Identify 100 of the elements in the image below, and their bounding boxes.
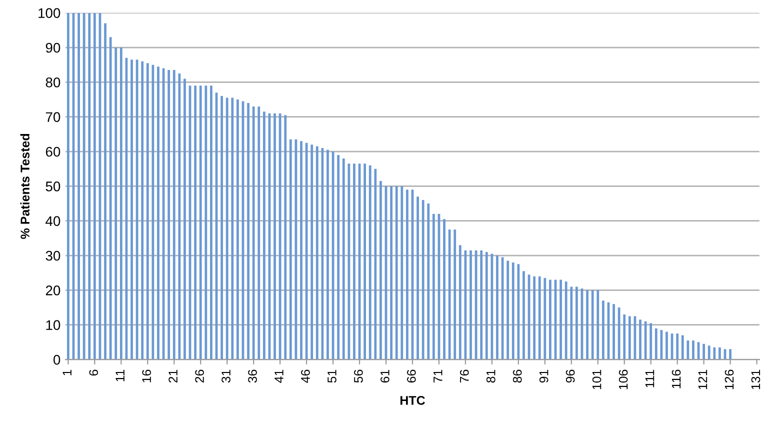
x-tick-label: 81 bbox=[486, 370, 496, 383]
bar bbox=[623, 314, 626, 360]
x-tick-label: 101 bbox=[592, 370, 602, 390]
x-tick-label: 61 bbox=[380, 370, 390, 383]
bar bbox=[321, 148, 324, 360]
bar bbox=[220, 96, 223, 360]
y-tick-label: 40 bbox=[46, 216, 60, 226]
x-tick-label: 76 bbox=[460, 370, 469, 383]
bar bbox=[676, 334, 679, 360]
y-tick-label: 70 bbox=[46, 112, 60, 122]
y-axis-title: % Patients Tested bbox=[20, 134, 30, 239]
y-tick-label: 30 bbox=[46, 250, 60, 261]
bar bbox=[109, 37, 112, 360]
bar bbox=[485, 252, 488, 360]
bar bbox=[247, 102, 250, 360]
bar bbox=[416, 196, 419, 360]
bar bbox=[480, 250, 483, 360]
x-tick-label: 31 bbox=[222, 370, 230, 383]
x-tick-label: 11 bbox=[116, 370, 124, 382]
bar bbox=[538, 276, 541, 360]
bar bbox=[236, 100, 239, 360]
bar bbox=[713, 347, 716, 360]
bar bbox=[141, 61, 144, 360]
bar bbox=[602, 300, 604, 360]
bar bbox=[470, 250, 472, 360]
bar bbox=[490, 254, 494, 360]
bar bbox=[78, 12, 80, 360]
bar bbox=[342, 158, 345, 360]
x-tick-label: 36 bbox=[248, 370, 257, 383]
bar bbox=[284, 115, 287, 360]
bar bbox=[374, 168, 377, 360]
bar bbox=[454, 230, 456, 360]
bar bbox=[708, 346, 710, 360]
bar bbox=[278, 113, 282, 360]
bar bbox=[262, 112, 266, 360]
bar bbox=[252, 106, 255, 360]
y-tick-label: 90 bbox=[46, 42, 60, 53]
bar bbox=[591, 290, 594, 360]
bar bbox=[522, 271, 525, 360]
bar bbox=[666, 332, 668, 360]
bar bbox=[178, 74, 181, 360]
x-tick-label: 16 bbox=[142, 370, 151, 382]
bar bbox=[226, 98, 228, 360]
bar bbox=[729, 349, 732, 360]
x-tick-label: 116 bbox=[672, 370, 681, 388]
bar bbox=[427, 204, 430, 360]
bar bbox=[533, 276, 536, 360]
bar bbox=[184, 78, 186, 360]
bar bbox=[93, 12, 96, 360]
x-tick-label: 6 bbox=[89, 370, 98, 376]
bar bbox=[570, 286, 573, 360]
bar bbox=[628, 316, 631, 360]
bar bbox=[506, 260, 510, 360]
bar bbox=[199, 86, 202, 360]
bar bbox=[337, 154, 340, 360]
bar bbox=[289, 139, 292, 360]
bar bbox=[390, 186, 392, 360]
bar bbox=[316, 146, 318, 360]
x-tick-label: 51 bbox=[328, 370, 336, 383]
bar bbox=[560, 280, 562, 360]
bar bbox=[88, 12, 91, 360]
x-tick-label: 126 bbox=[724, 370, 734, 390]
bar bbox=[576, 286, 578, 360]
x-tick-label: 111 bbox=[645, 370, 654, 388]
x-tick-label: 26 bbox=[195, 370, 204, 383]
bar bbox=[618, 308, 620, 360]
bar bbox=[406, 190, 408, 360]
bar bbox=[422, 200, 424, 360]
y-tick-label: 100 bbox=[38, 8, 60, 18]
bar bbox=[380, 180, 382, 360]
bar bbox=[660, 330, 663, 360]
bar bbox=[104, 23, 106, 360]
bar bbox=[194, 86, 196, 360]
bar bbox=[512, 262, 514, 360]
bar bbox=[66, 12, 70, 360]
bar bbox=[210, 86, 212, 360]
bar bbox=[258, 106, 260, 360]
bar bbox=[120, 48, 122, 360]
x-tick-label: 91 bbox=[539, 370, 548, 383]
y-tick-label: 0 bbox=[53, 354, 60, 365]
bar bbox=[692, 340, 694, 360]
bar bbox=[718, 347, 721, 360]
bar bbox=[654, 328, 658, 360]
x-tick-label: 106 bbox=[618, 370, 628, 390]
bar bbox=[650, 323, 652, 360]
bar bbox=[82, 12, 86, 360]
x-tick-label: 56 bbox=[354, 370, 363, 383]
y-tick-label: 80 bbox=[46, 78, 60, 88]
bar bbox=[586, 290, 588, 360]
x-tick-label: 96 bbox=[566, 370, 575, 383]
bar bbox=[612, 304, 615, 360]
bar bbox=[517, 264, 520, 360]
bar bbox=[544, 278, 546, 360]
bar bbox=[114, 48, 118, 360]
bar bbox=[326, 150, 329, 360]
bar bbox=[274, 113, 276, 360]
x-tick-label: 66 bbox=[406, 370, 416, 383]
bar bbox=[152, 64, 154, 360]
bar bbox=[443, 219, 446, 360]
x-tick-label: 131 bbox=[751, 370, 760, 390]
